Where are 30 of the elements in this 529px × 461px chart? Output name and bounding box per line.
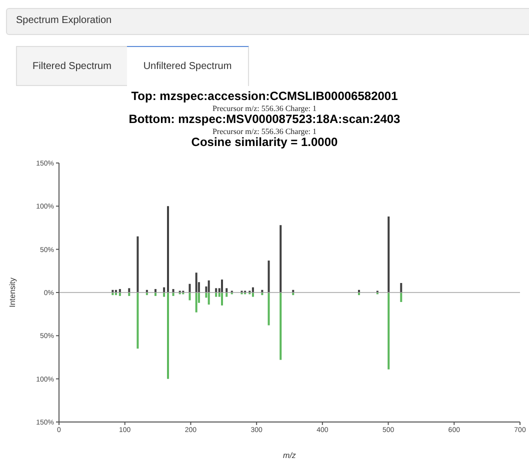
bar [221,292,224,306]
bar [280,225,282,292]
text: Precursor m/z: 556.36 Charge: 1 [211,126,318,136]
text: Filtered Spectrum [16,46,128,86]
text: Precursor m/z: 556.36 Charge: 1 [211,104,318,113]
bar [388,292,390,370]
bar [268,260,270,292]
chart-title: Top: mzspec:accession:CCMSLIB00006582001 [130,89,399,104]
bar [167,292,170,379]
bar [167,206,170,292]
bar [188,284,191,292]
text: Bottom: mzspec:MSV000087523:18A:scan:2403 [128,112,402,127]
text: Cosine similarity = 1.0000 [190,134,339,150]
bar [268,292,270,326]
bar [195,292,198,312]
text: Spectrum Exploration [16,15,112,26]
bar [221,280,224,292]
bar [136,292,139,349]
bar [188,292,191,300]
x-axis-title: m/z [283,451,296,460]
y-axis-title: Intensity [8,278,17,308]
bar [136,236,139,292]
bar [208,292,210,305]
bar [400,283,402,292]
bar [195,272,198,292]
bar [280,292,282,360]
text: Unfiltered Spectrum [127,46,249,86]
bar [208,280,210,292]
bar [388,216,390,292]
bar [400,292,402,302]
